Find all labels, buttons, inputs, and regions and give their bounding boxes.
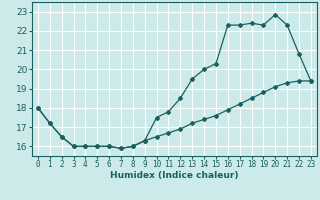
X-axis label: Humidex (Indice chaleur): Humidex (Indice chaleur) bbox=[110, 171, 239, 180]
